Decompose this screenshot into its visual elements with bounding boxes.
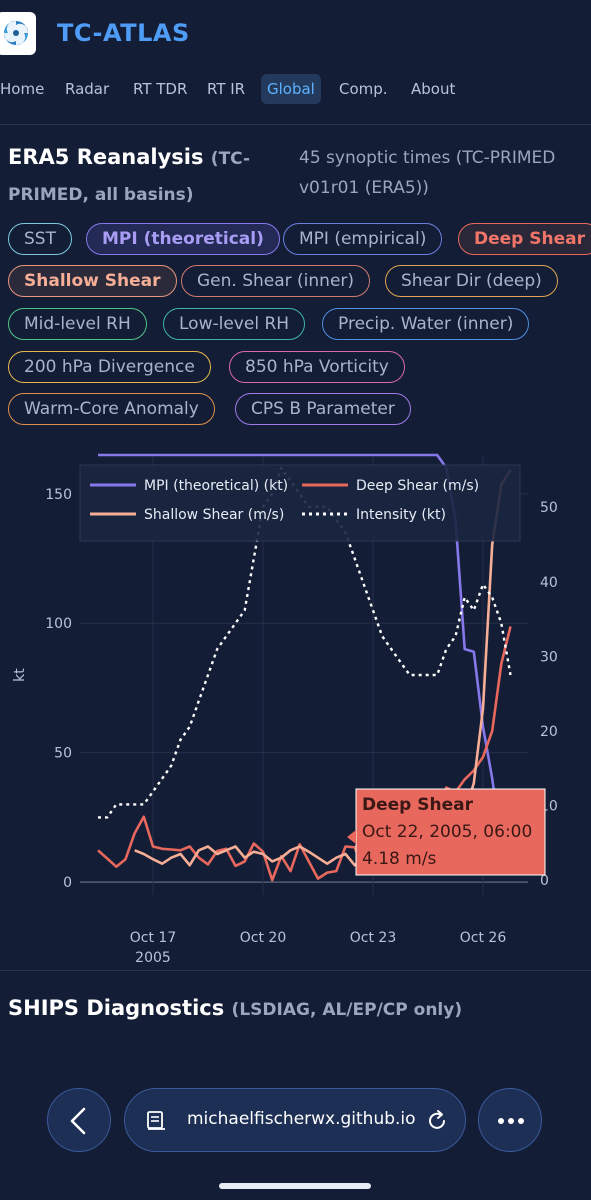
- y-left-tick-label: 50: [54, 746, 72, 762]
- nav-home[interactable]: Home: [0, 80, 45, 98]
- url-text[interactable]: michaelfischerwx.github.io: [187, 1109, 416, 1129]
- chip-low-level-rh[interactable]: Low-level RH: [163, 308, 306, 340]
- y-left-tick-label: 0: [63, 875, 72, 891]
- header-divider: [0, 124, 591, 125]
- section-title-text: ERA5 Reanalysis: [8, 145, 204, 169]
- ships-title-text: SHIPS Diagnostics: [8, 996, 225, 1020]
- chip-mid-level-rh[interactable]: Mid-level RH: [8, 308, 147, 340]
- app-header: TC-ATLAS Home Radar RT TDR RT IR Global …: [0, 0, 591, 130]
- more-button[interactable]: [478, 1088, 542, 1152]
- chip-cps-b-parameter[interactable]: CPS B Parameter: [235, 393, 411, 425]
- chip-850hpa-vorticity[interactable]: 850 hPa Vorticity: [229, 351, 405, 383]
- mpi-theoretical-line: [98, 453, 503, 844]
- chart-tooltip: Deep Shear Oct 22, 2005, 06:00 4.18 m/s: [347, 788, 546, 876]
- tooltip-pointer: [347, 830, 356, 844]
- page-list-icon[interactable]: [145, 1109, 169, 1133]
- y-left-tick-label: 150: [45, 487, 72, 503]
- tooltip-value: 4.18 m/s: [362, 849, 437, 869]
- chip-mpi-empirical[interactable]: MPI (empirical): [283, 223, 443, 255]
- tooltip-title: Deep Shear: [362, 795, 474, 815]
- y-left-tick-label: 100: [45, 616, 72, 632]
- ships-section-title: SHIPS Diagnostics (LSDIAG, AL/EP/CP only…: [8, 996, 462, 1020]
- tooltip-box: [355, 788, 546, 876]
- reload-icon[interactable]: [425, 1109, 449, 1133]
- tooltip-time: Oct 22, 2005, 06:00: [362, 822, 532, 842]
- y-right-tick-label: 0: [540, 873, 549, 889]
- section-meta: 45 synoptic times (TC-PRIMED v01r01 (ERA…: [299, 148, 556, 198]
- y-right-tick-label: 40: [540, 575, 558, 591]
- era5-chart[interactable]: 0 50 100 150 Oct 17 Oct 20 Oct 23 Oct 26 2005 0 10…: [0, 435, 591, 970]
- top-nav: Home Radar RT TDR RT IR Global Comp. Abo…: [0, 74, 591, 104]
- chart-legend[interactable]: MPI (theoretical) (kt) Deep Shear (m/s) Sh…: [79, 464, 521, 542]
- chevron-left-icon: [70, 1107, 86, 1135]
- legend-deep-shear-label: Deep Shear (m/s): [356, 478, 479, 494]
- chip-deep-shear[interactable]: Deep Shear: [458, 223, 591, 255]
- chip-warm-core-anomaly[interactable]: Warm-Core Anomaly: [8, 393, 215, 425]
- x-tick-label: Oct 26: [460, 930, 507, 946]
- section-title: ERA5 Reanalysis (TC-PRIMED, all basins): [8, 140, 270, 212]
- nav-rt-ir[interactable]: RT IR: [207, 80, 246, 98]
- y-right-tick-label: 50: [540, 500, 558, 516]
- back-button[interactable]: [47, 1088, 111, 1152]
- x-tick-label: Oct 17: [130, 930, 176, 946]
- y-right-tick-label: 20: [540, 724, 558, 740]
- app-title[interactable]: TC-ATLAS: [57, 19, 190, 47]
- nav-comp[interactable]: Comp.: [339, 80, 388, 98]
- nav-radar[interactable]: Radar: [65, 80, 110, 98]
- x-tick-year-label: 2005: [135, 950, 171, 966]
- chip-200hpa-divergence[interactable]: 200 hPa Divergence: [8, 351, 211, 383]
- legend-shallow-shear-label: Shallow Shear (m/s): [144, 507, 284, 523]
- browser-toolbar: michaelfischerwx.github.io: [0, 1070, 591, 1200]
- cyclone-logo-icon[interactable]: [0, 12, 36, 55]
- x-tick-label: Oct 23: [350, 930, 396, 946]
- intensity-line: [98, 466, 512, 819]
- y-left-axis-label: kt: [12, 668, 28, 682]
- nav-global[interactable]: Global: [261, 74, 321, 104]
- chip-mpi-theoretical[interactable]: MPI (theoretical): [86, 223, 280, 255]
- chip-sst[interactable]: SST: [8, 223, 72, 255]
- url-bar[interactable]: michaelfischerwx.github.io: [124, 1088, 466, 1152]
- chip-shear-dir-deep[interactable]: Shear Dir (deep): [385, 265, 558, 297]
- chip-gen-shear-inner[interactable]: Gen. Shear (inner): [181, 265, 371, 297]
- home-indicator: [219, 1183, 371, 1189]
- nav-rt-tdr[interactable]: RT TDR: [133, 80, 188, 98]
- nav-about[interactable]: About: [411, 80, 456, 98]
- chip-shallow-shear[interactable]: Shallow Shear: [8, 265, 177, 297]
- y-right-tick-label: 30: [540, 649, 558, 665]
- legend-intensity-label: Intensity (kt): [356, 507, 446, 523]
- legend-box: [79, 464, 521, 542]
- x-tick-label: Oct 20: [240, 930, 286, 946]
- chip-precip-water-inner[interactable]: Precip. Water (inner): [322, 308, 530, 340]
- section-subtitle: (TC-PRIMED, all basins): [8, 149, 251, 205]
- section-divider: [0, 970, 591, 971]
- ships-subtitle: (LSDIAG, AL/EP/CP only): [231, 1000, 463, 1020]
- more-dots-icon: [498, 1118, 524, 1124]
- legend-mpi-theoretical-label: MPI (theoretical) (kt): [144, 478, 288, 494]
